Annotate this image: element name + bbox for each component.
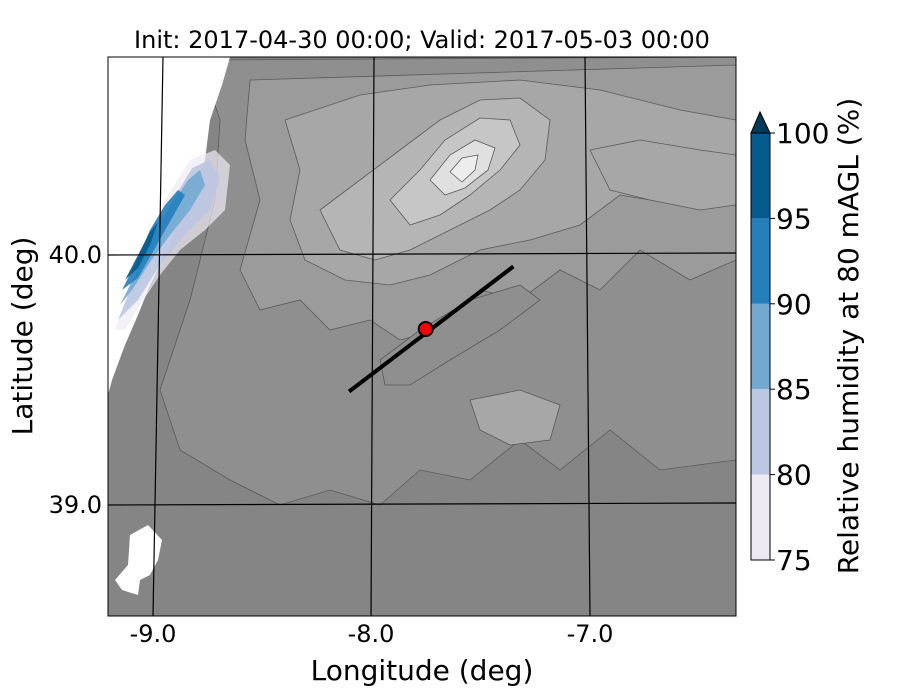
parallel-40: [108, 252, 736, 256]
x-tick-label: -9.0: [130, 620, 177, 648]
x-tick-label: -8.0: [348, 620, 395, 648]
terrain-band-7: [449, 154, 479, 183]
map-panel: [107, 56, 737, 617]
colorbar-segments: [751, 133, 770, 560]
colorbar-tick-label: 100: [776, 117, 829, 150]
colorbar: 75 80 85 90 95 100 Relative humidity at 80 mA…: [750, 98, 865, 577]
colorbar-segment: [751, 133, 770, 219]
humidity-shading: [115, 150, 230, 330]
meridian-7: [584, 57, 591, 616]
plot-title: Init: 2017-04-30 00:00; Valid: 2017-05-0…: [134, 26, 710, 54]
x-axis-label: Longitude (deg): [311, 654, 534, 687]
y-tick-label: 40.0: [49, 241, 102, 269]
y-axis-label: Latitude (deg): [6, 237, 39, 436]
colorbar-tick-label: 90: [776, 288, 812, 321]
meridian-9: [152, 57, 164, 616]
colorbar-tick-label: 80: [776, 459, 812, 492]
colorbar-segment: [751, 303, 770, 390]
graticule: [108, 57, 736, 616]
colorbar-segment: [751, 218, 770, 304]
parallel-39: [108, 502, 736, 506]
colorbar-tick-label: 85: [776, 373, 812, 406]
terrain-band-south: [469, 389, 561, 446]
colorbar-ticks: 75 80 85 90 95 100: [770, 117, 829, 577]
terrain-contours: [159, 57, 736, 506]
rh-band-95: [125, 222, 158, 280]
y-tick-label: 39.0: [49, 491, 102, 519]
colorbar-extend-arrow: [750, 110, 771, 134]
site-marker: [417, 321, 434, 337]
colorbar-tick-label: 75: [776, 544, 812, 577]
x-tick-label: -7.0: [567, 620, 614, 648]
terrain-band-east: [589, 139, 736, 211]
meridian-8: [370, 57, 375, 616]
terrain-band-valley: [379, 284, 541, 386]
colorbar-segment: [751, 389, 770, 475]
map-frame: [107, 56, 737, 617]
colorbar-frame: [750, 132, 771, 561]
colorbar-tick-label: 95: [776, 202, 812, 235]
reservoir-patch: [115, 525, 162, 595]
colorbar-segment: [751, 474, 770, 560]
colorbar-label: Relative humidity at 80 mAGL (%): [832, 98, 865, 575]
